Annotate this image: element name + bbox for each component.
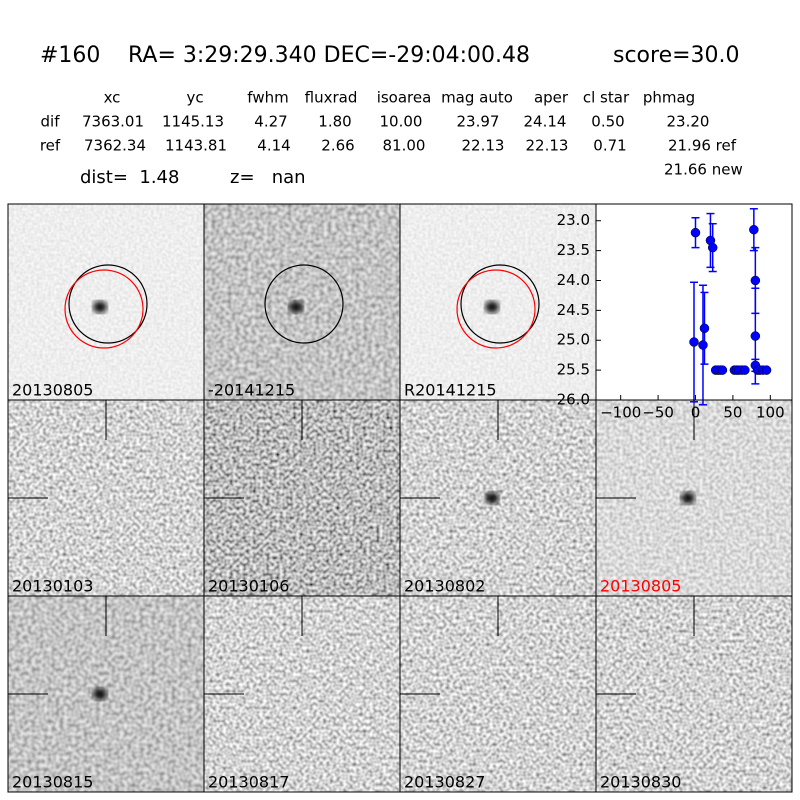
panel-label: 20130805 (12, 381, 93, 400)
panel-label: 20130817 (208, 773, 289, 792)
table-cell: 24.14 (524, 113, 567, 131)
column-header: fluxrad (305, 89, 358, 107)
table-cell: 81.00 (383, 137, 426, 155)
panel-label: 20130827 (404, 773, 485, 792)
cutout-image (400, 204, 596, 400)
column-header: xc (104, 89, 121, 107)
x-tick-label: −50 (642, 404, 674, 422)
column-header: phmag (643, 89, 695, 107)
x-tick-label: 50 (723, 404, 742, 422)
column-header: mag auto (441, 89, 513, 107)
table-cell: 23.97 (457, 113, 500, 131)
source-spot (289, 301, 303, 313)
title-coords: RA= 3:29:29.340 DEC=-29:04:00.48 (128, 43, 530, 68)
table-cell: 1.80 (318, 113, 351, 131)
table-cell: 2.66 (321, 137, 354, 155)
aperture-circle (264, 264, 344, 344)
panel-label: 20130805 (600, 577, 681, 596)
aperture-circle-red (456, 269, 536, 349)
source-spot (681, 492, 695, 504)
data-point (689, 337, 699, 347)
title-id: #160 (40, 43, 100, 68)
data-point (749, 224, 759, 235)
panels: 20130805 -20141215 R20141215 20130103 201301… (7, 203, 793, 793)
source-spot (485, 492, 499, 504)
data-point (740, 365, 750, 375)
column-header: yc (186, 89, 203, 107)
y-tick-label: 24.0 (557, 271, 590, 289)
panel-label: 20130103 (12, 577, 93, 596)
data-point (690, 227, 701, 238)
table-cell: 1145.13 (162, 113, 224, 131)
data-point (699, 323, 710, 334)
title-score: score=30.0 (613, 43, 740, 68)
z-value: z= nan (230, 167, 306, 188)
aperture-circle (68, 264, 148, 344)
column-header: cl star (583, 89, 630, 107)
column-header: fwhm (247, 89, 288, 107)
table-cell: 1143.81 (165, 137, 227, 155)
panel-label: 20130802 (404, 577, 485, 596)
table-cell: 23.20 (667, 113, 710, 131)
table-cell: 22.13 (526, 137, 569, 155)
source-spot (485, 301, 499, 313)
cutout-image (204, 204, 400, 400)
table-cell: 4.14 (257, 137, 290, 155)
table-cell: 4.27 (254, 113, 287, 131)
y-tick-label: 23.5 (557, 241, 590, 259)
x-tick-label: 100 (756, 404, 785, 422)
y-tick-label: 26.0 (557, 391, 590, 409)
panel-label: 20130106 (208, 577, 289, 596)
panel-label: -20141215 (208, 381, 295, 400)
row-label: ref (40, 137, 61, 155)
aperture-circle-red (64, 269, 144, 349)
data-point (717, 365, 728, 375)
panel-label: 20130830 (600, 773, 681, 792)
table-cell: 0.71 (593, 137, 626, 155)
column-header: aper (534, 89, 569, 107)
plot-frame (595, 203, 793, 401)
data-point (750, 275, 761, 286)
data-point (761, 365, 772, 375)
panel-label: 20130815 (12, 773, 93, 792)
table-cell: 10.00 (380, 113, 423, 131)
table-cell: 22.13 (462, 137, 505, 155)
lightcurve: 23.0 23.5 24.0 24.5 25.0 25.5 26.0 −100 −50 0 50 10… (557, 203, 793, 422)
source-spot (93, 688, 107, 700)
panel-frame (595, 595, 793, 793)
x-tick-label: −100 (600, 404, 641, 422)
y-tick-label: 23.0 (557, 211, 590, 229)
data-point (698, 340, 708, 350)
y-tick-label: 24.5 (557, 301, 590, 319)
y-tick-label: 25.0 (557, 331, 590, 349)
panel-label: R20141215 (404, 381, 497, 400)
dist: dist= 1.48 (80, 167, 179, 188)
aperture-circle (460, 264, 540, 344)
y-tick-label: 25.5 (557, 361, 590, 379)
phmag-new: 21.66 new (664, 161, 743, 179)
table-cell: 7363.01 (82, 113, 144, 131)
data-point (707, 242, 718, 253)
column-header: isoarea (377, 89, 432, 107)
table-cell: 21.96 ref (668, 137, 737, 155)
row-label: dif (41, 113, 61, 131)
data-point (750, 331, 761, 341)
table-cell: 0.50 (591, 113, 624, 131)
source-spot (93, 301, 107, 313)
table-cell: 7362.34 (84, 137, 146, 155)
x-tick-label: 0 (691, 404, 701, 422)
cutout-image (8, 204, 204, 400)
